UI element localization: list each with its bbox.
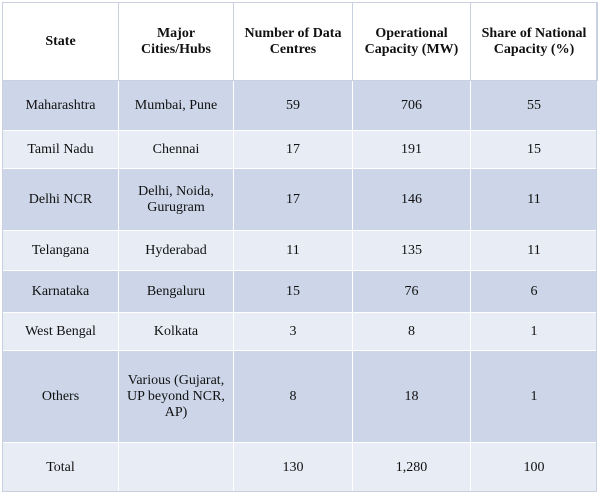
- cell-state: Others: [2, 350, 119, 443]
- cell-cities: Kolkata: [118, 312, 234, 351]
- cell-data-centres: 130: [233, 442, 353, 493]
- cell-data-centres: 8: [233, 350, 353, 443]
- cell-state: West Bengal: [2, 312, 119, 351]
- header-share: Share of National Capacity (%): [470, 2, 598, 81]
- header-data-centres: Number of Data Centres: [233, 2, 353, 81]
- cell-share: 15: [470, 130, 598, 169]
- table-row: Maharashtra Mumbai, Pune 59 706 55: [2, 80, 598, 131]
- table-row: Karnataka Bengaluru 15 76 6: [2, 270, 598, 313]
- cell-cities: Mumbai, Pune: [118, 80, 234, 131]
- cell-capacity: 8: [352, 312, 471, 351]
- cell-capacity: 1,280: [352, 442, 471, 493]
- cell-data-centres: 17: [233, 168, 353, 231]
- cell-state: Total: [2, 442, 119, 493]
- cell-state: Delhi NCR: [2, 168, 119, 231]
- cell-state: Karnataka: [2, 270, 119, 313]
- cell-share: 100: [470, 442, 598, 493]
- table-row: Delhi NCR Delhi, Noida, Gurugram 17 146 …: [2, 168, 598, 231]
- table-row: Telangana Hyderabad 11 135 11: [2, 230, 598, 271]
- table-row: West Bengal Kolkata 3 8 1: [2, 312, 598, 351]
- cell-data-centres: 17: [233, 130, 353, 169]
- table-body: Maharashtra Mumbai, Pune 59 706 55 Tamil…: [2, 80, 598, 493]
- cell-capacity: 135: [352, 230, 471, 271]
- cell-capacity: 146: [352, 168, 471, 231]
- cell-share: 55: [470, 80, 598, 131]
- cell-state: Maharashtra: [2, 80, 119, 131]
- header-capacity: Operational Capacity (MW): [352, 2, 471, 81]
- cell-cities: Hyderabad: [118, 230, 234, 271]
- header-state: State: [2, 2, 119, 81]
- cell-cities: Chennai: [118, 130, 234, 169]
- cell-share: 1: [470, 312, 598, 351]
- table-header: State Major Cities/Hubs Number of Data C…: [2, 2, 598, 81]
- table-row-total: Total 130 1,280 100: [2, 442, 598, 493]
- cell-data-centres: 11: [233, 230, 353, 271]
- cell-state: Telangana: [2, 230, 119, 271]
- cell-cities: Delhi, Noida, Gurugram: [118, 168, 234, 231]
- cell-share: 11: [470, 230, 598, 271]
- cell-capacity: 706: [352, 80, 471, 131]
- table-row: Tamil Nadu Chennai 17 191 15: [2, 130, 598, 169]
- cell-capacity: 191: [352, 130, 471, 169]
- cell-data-centres: 3: [233, 312, 353, 351]
- cell-cities: Various (Gujarat, UP beyond NCR, AP): [118, 350, 234, 443]
- header-cities: Major Cities/Hubs: [118, 2, 234, 81]
- cell-state: Tamil Nadu: [2, 130, 119, 169]
- cell-capacity: 18: [352, 350, 471, 443]
- cell-capacity: 76: [352, 270, 471, 313]
- cell-data-centres: 59: [233, 80, 353, 131]
- cell-cities: Bengaluru: [118, 270, 234, 313]
- cell-share: 1: [470, 350, 598, 443]
- header-row: State Major Cities/Hubs Number of Data C…: [2, 2, 598, 81]
- cell-data-centres: 15: [233, 270, 353, 313]
- cell-cities: [118, 442, 234, 493]
- cell-share: 11: [470, 168, 598, 231]
- table-row: Others Various (Gujarat, UP beyond NCR, …: [2, 350, 598, 443]
- cell-share: 6: [470, 270, 598, 313]
